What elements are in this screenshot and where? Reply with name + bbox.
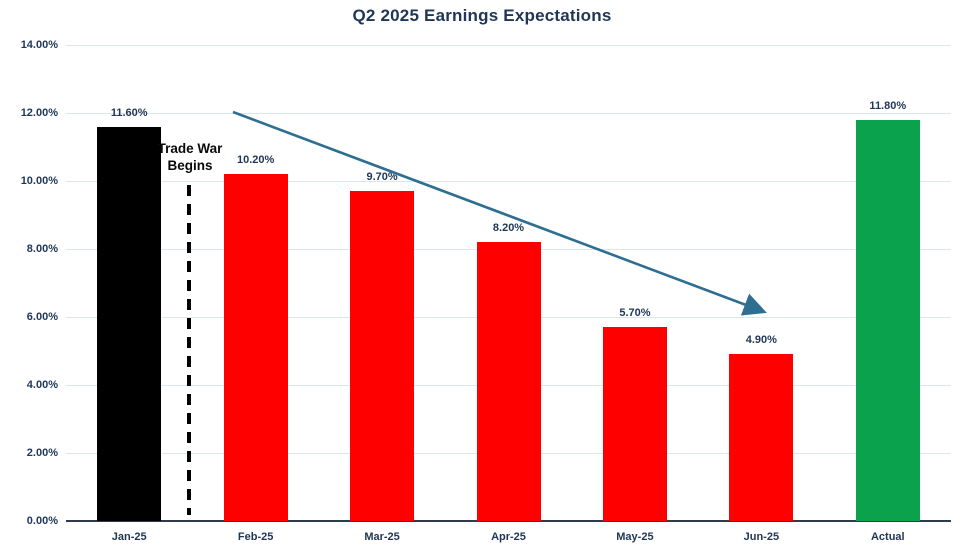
bar-jun-25 (729, 354, 794, 521)
x-axis-label-may-25: May-25 (616, 531, 654, 543)
y-axis-tick-label: 12.00% (20, 107, 58, 119)
y-axis-tick-label: 2.00% (26, 447, 58, 459)
x-axis-label-apr-25: Apr-25 (491, 531, 526, 543)
gridline (66, 113, 951, 114)
chart-title: Q2 2025 Earnings Expectations (352, 6, 612, 25)
bar-may-25 (602, 327, 667, 521)
y-axis-tick-label: 4.00% (26, 379, 58, 391)
y-axis-tick-label: 6.00% (26, 311, 58, 323)
bar-apr-25 (476, 242, 541, 521)
bar-value-label-may-25: 5.70% (619, 307, 651, 320)
bar-value-label-apr-25: 8.20% (492, 222, 525, 235)
y-axis-tick-label: 10.00% (20, 175, 58, 187)
trade-war-annotation-line1: Trade War (157, 141, 223, 156)
x-axis-label-jun-25: Jun-25 (743, 531, 780, 543)
y-axis-tick-label: 14.00% (20, 39, 58, 51)
x-axis-category-labels: Jan-25 Feb-25 Mar-25 Apr-25 May-25 Jun-25 Actu… (66, 531, 951, 547)
bar-jan-25 (97, 126, 162, 521)
bar-value-label-mar-25: 9.70% (366, 171, 398, 184)
x-axis-label-mar-25: Mar-25 (364, 531, 400, 543)
x-axis-label-actual: Actual (870, 531, 905, 543)
x-axis-line (66, 520, 951, 522)
x-axis-label-feb-25: Feb-25 (237, 531, 274, 543)
bar-value-label-jan-25: 11.60% (110, 106, 148, 119)
bar-value-label-feb-25: 10.20% (236, 154, 275, 167)
x-axis-label-jan-25: Jan-25 (111, 531, 147, 543)
y-axis-tick-label: 8.00% (26, 243, 58, 255)
gridline (66, 45, 951, 46)
gridline (66, 181, 951, 182)
bar-value-label-jun-25: 4.90% (745, 334, 777, 347)
trade-war-annotation-line2: Begins (167, 158, 213, 173)
bar-actual (855, 119, 920, 521)
trade-war-dashed-line (187, 185, 191, 515)
plot-area: 11.60% 10.20% 9.70% 8.20% 5.70% 4.90% 11.80% T… (66, 45, 951, 522)
bar-feb-25 (223, 174, 288, 521)
trade-war-annotation: Trade War Begins (158, 140, 223, 174)
bar-mar-25 (350, 191, 415, 521)
bar-value-label-actual: 11.80% (869, 99, 907, 112)
y-axis-tick-label: 0.00% (26, 515, 58, 527)
